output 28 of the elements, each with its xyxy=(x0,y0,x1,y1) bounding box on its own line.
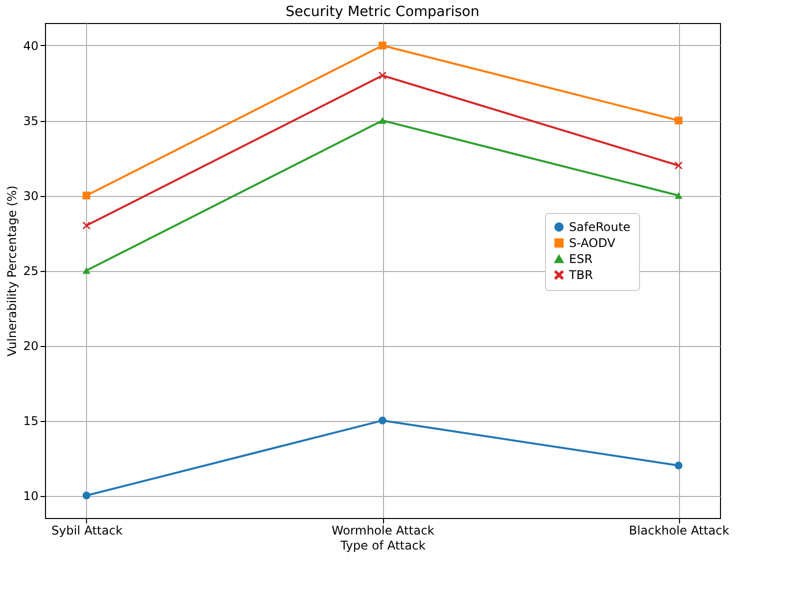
y-tick-label: 15 xyxy=(23,414,38,428)
x-tick-label: Sybil Attack xyxy=(51,524,123,538)
point xyxy=(674,162,682,170)
y-tick-label: 40 xyxy=(23,39,38,53)
chart-title: Security Metric Comparison xyxy=(286,4,480,20)
legend-label: TBR xyxy=(568,268,593,282)
point xyxy=(674,462,682,470)
point xyxy=(82,267,90,274)
y-tick-label: 20 xyxy=(23,339,38,353)
point xyxy=(378,117,386,124)
point xyxy=(674,116,682,124)
y-tick-label: 30 xyxy=(23,189,38,203)
legend-label: SafeRoute xyxy=(569,220,630,234)
legend-label: ESR xyxy=(569,252,593,266)
y-tick-label: 35 xyxy=(23,114,38,128)
point xyxy=(82,192,90,200)
legend-label: S-AODV xyxy=(569,236,616,250)
y-axis-title: Vulnerability Percentage (%) xyxy=(5,186,20,356)
y-tick-label: 25 xyxy=(23,264,38,278)
point xyxy=(378,416,386,424)
point xyxy=(674,192,682,199)
x-tick-label: Wormhole Attack xyxy=(332,524,434,538)
point xyxy=(378,42,386,50)
y-tick-label: 10 xyxy=(23,489,38,503)
point xyxy=(82,222,90,230)
point xyxy=(82,492,90,500)
x-axis-title: Type of Attack xyxy=(339,538,426,552)
x-tick-label: Blackhole Attack xyxy=(628,524,730,538)
